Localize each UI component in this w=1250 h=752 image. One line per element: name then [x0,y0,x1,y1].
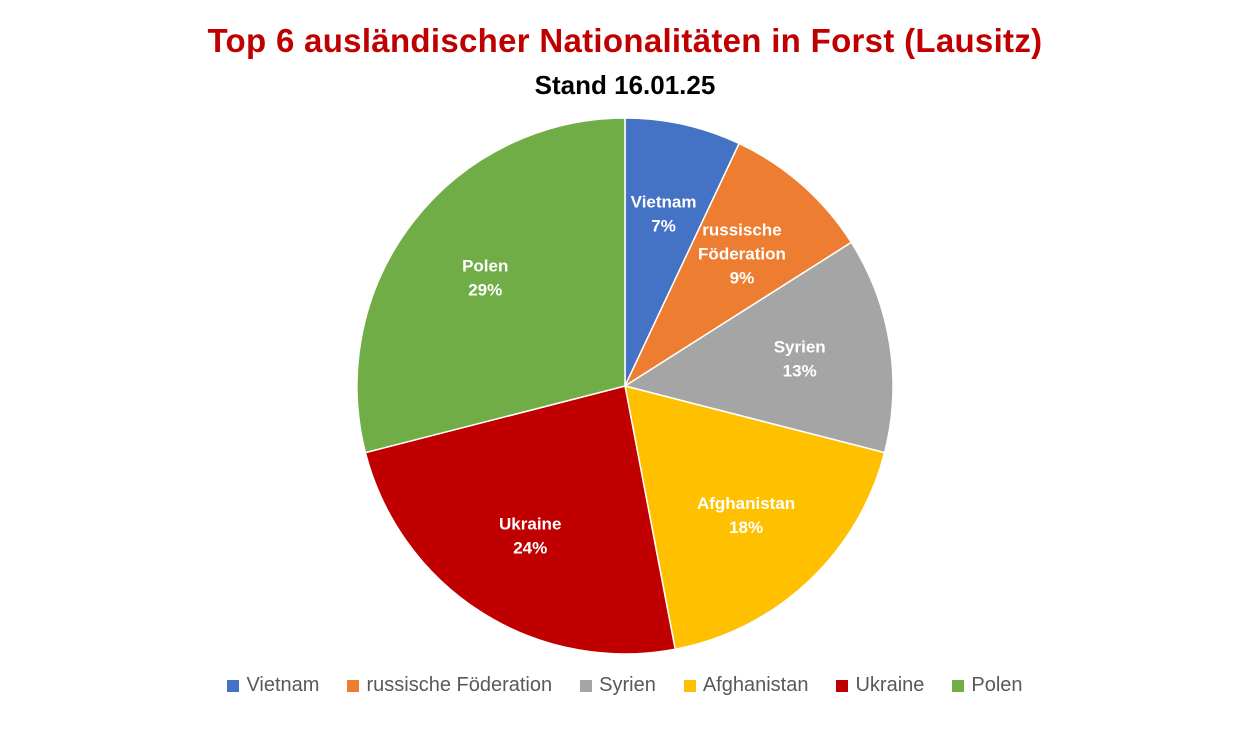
legend-swatch [683,679,696,692]
pie-slice-afghanistan [624,384,886,651]
chart-subtitle: Stand 16.01.25 [534,70,716,100]
data-label-russische-f-deration: russische Föderation 9% [698,220,786,287]
legend-label: Vietnam [246,674,320,696]
pie-slice-syrien [623,241,894,454]
legend-label: Syrien [599,674,656,696]
pie-slice-russische-f-deration [623,142,853,389]
pie-slice-vietnam [624,117,741,387]
legend-label: Afghanistan [702,674,809,696]
pie-slice-ukraine [364,385,677,655]
chart-legend: Vietnam russische Föderation Syrien Afghani… [0,674,1250,697]
data-label-polen: Polen 29% [462,257,508,300]
legend-item-polen: Polen [952,674,1023,697]
legend-label: Ukraine [855,674,925,696]
pie-slice-polen [356,117,626,454]
chart-title: Top 6 ausländischer Nationalitäten in Fo… [207,22,1043,59]
legend-swatch [836,679,849,692]
legend-swatch [952,679,965,692]
legend-swatch [347,679,360,692]
legend-item-syrien: Syrien [580,674,656,697]
legend-item-ukraine: Ukraine [836,674,924,697]
pie-data-labels: Vietnam 7% russische Föderation 9% Syrien 13% A… [462,192,826,557]
legend-item-afghanistan: Afghanistan [683,674,809,697]
data-label-ukraine: Ukraine 24% [499,514,561,557]
legend-swatch [227,679,240,692]
data-label-syrien: Syrien 13% [774,337,826,380]
legend-item-vietnam: Vietnam [227,674,319,697]
pie-slices [356,117,894,655]
legend-swatch [580,679,593,692]
data-label-afghanistan: Afghanistan 18% [697,494,795,537]
legend-item-russische-f-deration: russische Föderation [347,674,552,697]
data-label-vietnam: Vietnam 7% [631,192,697,235]
legend-label: Polen [971,674,1023,696]
legend-label: russische Föderation [366,674,553,696]
